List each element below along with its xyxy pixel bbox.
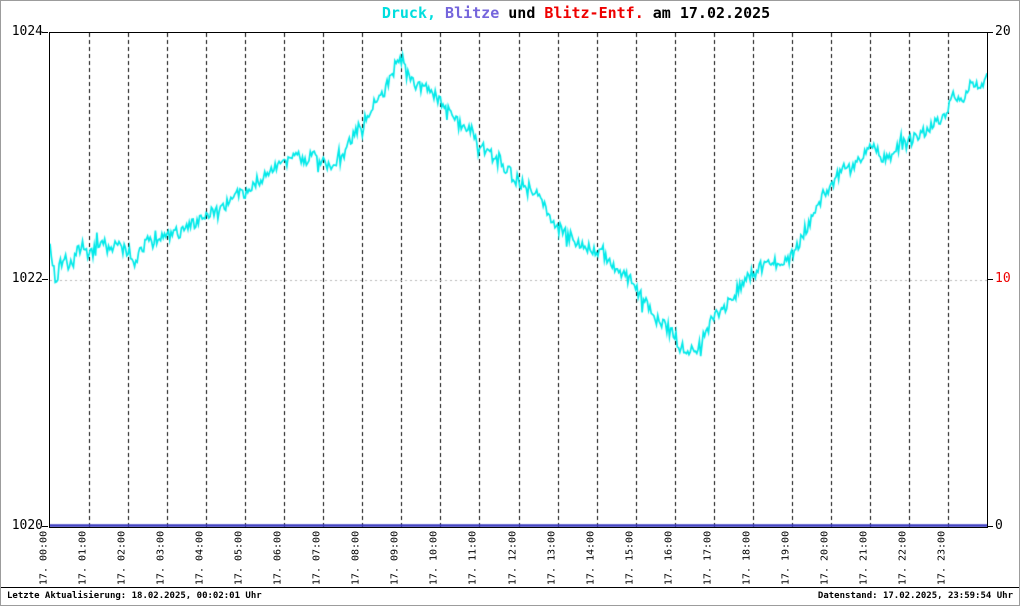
- x-tick-label: 17. 04:00: [194, 530, 206, 586]
- plot-area: [49, 32, 988, 528]
- title-segment-4: am 17.02.2025: [643, 4, 771, 22]
- y-left-tick-mark: [42, 279, 48, 280]
- x-tick-label: 17. 12:00: [507, 530, 518, 586]
- x-tick-label: 17. 01:00: [77, 530, 89, 586]
- x-tick-label: 17. 09:00: [389, 530, 401, 586]
- y-right-tick-mark: [987, 526, 993, 527]
- y-left-tick-mark: [42, 526, 48, 527]
- x-tick-label: 17. 20:00: [819, 530, 831, 586]
- x-tick-label: 17. 03:00: [155, 530, 167, 586]
- x-tick-label: 17. 11:00: [467, 530, 479, 586]
- chart-title: Druck, Blitze und Blitz-Entf. am 17.02.2…: [382, 4, 770, 22]
- title-segment-1: Blitze: [436, 4, 500, 22]
- title-segment-2: und: [499, 4, 545, 22]
- x-tick-label: 17. 05:00: [233, 530, 245, 586]
- x-tick-label: 17. 06:00: [272, 530, 284, 586]
- x-tick-label: 17. 23:00: [936, 530, 948, 586]
- x-tick-label: 17. 21:00: [858, 530, 870, 586]
- title-segment-3: Blitz-Entf.: [544, 4, 644, 22]
- title-segment-0: Druck,: [381, 4, 437, 22]
- x-tick-label: 17. 08:00: [350, 530, 362, 586]
- x-tick-label: 17. 14:00: [585, 530, 597, 586]
- y-right-tick-label: 10: [995, 271, 1011, 286]
- pressure-series-canvas: [50, 33, 987, 527]
- y-left-tick-label: 1022: [11, 271, 43, 286]
- y-right-tick-mark: [987, 279, 993, 280]
- x-tick-label: 17. 13:00: [546, 530, 558, 586]
- footer-data-timestamp: Datenstand: 17.02.2025, 23:59:54 Uhr: [817, 591, 1013, 601]
- x-tick-label: 17. 07:00: [311, 530, 323, 586]
- y-right-tick-label: 0: [995, 518, 1003, 533]
- y-left-tick-mark: [42, 32, 48, 33]
- x-tick-label: 17. 18:00: [741, 530, 753, 586]
- x-tick-label: 17. 02:00: [116, 530, 128, 586]
- x-tick-label: 17. 00:00: [38, 530, 50, 586]
- x-tick-label: 17. 17:00: [702, 530, 714, 586]
- x-tick-label: 17. 15:00: [624, 530, 636, 586]
- x-tick-label: 17. 10:00: [428, 530, 440, 586]
- y-right-tick-label: 20: [995, 24, 1011, 39]
- footer-last-update: Letzte Aktualisierung: 18.02.2025, 00:02…: [7, 591, 262, 601]
- y-left-tick-label: 1020: [11, 518, 43, 533]
- y-right-tick-mark: [987, 32, 993, 33]
- x-tick-label: 17. 22:00: [897, 530, 909, 586]
- y-left-tick-label: 1024: [11, 24, 43, 39]
- footer-separator: [1, 587, 1019, 588]
- x-tick-label: 17. 19:00: [780, 530, 792, 586]
- x-tick-label: 17. 16:00: [663, 530, 675, 586]
